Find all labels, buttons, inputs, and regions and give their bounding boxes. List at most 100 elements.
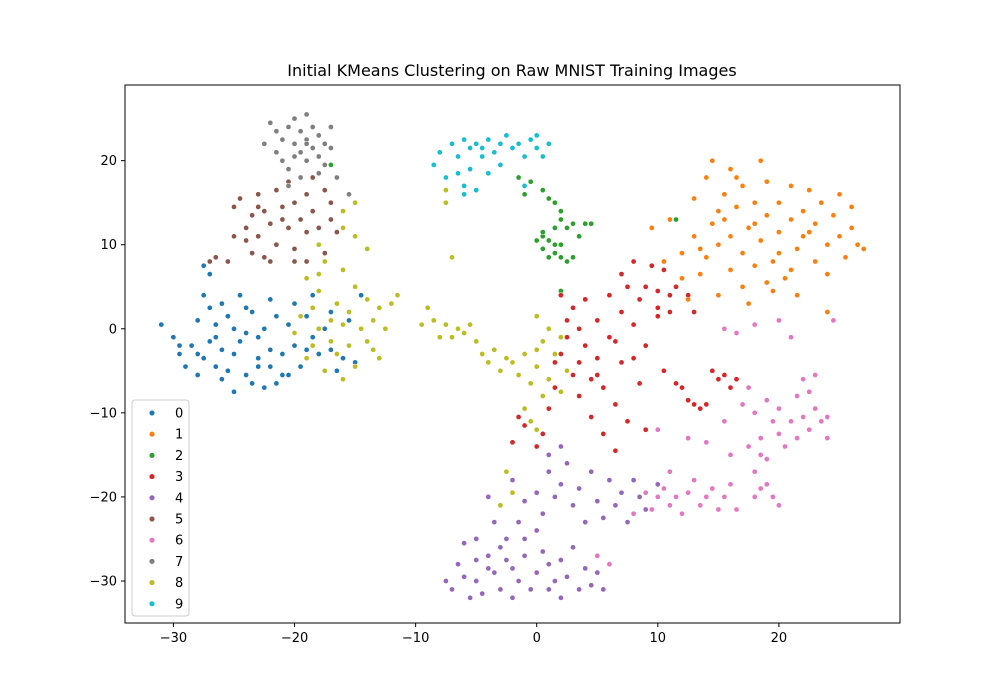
data-point-cluster-8 [364,338,371,345]
legend-label: 9 [175,597,183,612]
data-point-cluster-3 [642,426,649,433]
data-point-cluster-9 [461,191,467,198]
data-point-cluster-7 [291,115,298,122]
data-point-cluster-7 [321,162,328,168]
data-point-cluster-0 [225,313,231,320]
data-point-cluster-8 [539,393,546,399]
data-point-cluster-8 [303,355,310,362]
data-point-cluster-8 [533,313,540,320]
data-point-cluster-8 [497,367,504,374]
data-point-cluster-1 [751,262,758,269]
data-point-cluster-5 [255,233,262,240]
data-point-cluster-0 [279,372,286,378]
data-point-cluster-8 [521,351,528,357]
data-point-cluster-2 [328,162,334,168]
data-point-cluster-2 [564,225,570,231]
data-point-cluster-0 [249,309,255,315]
data-point-cluster-3 [624,418,631,425]
data-point-cluster-8 [491,346,498,353]
data-point-cluster-1 [782,275,788,282]
data-point-cluster-8 [455,325,461,332]
data-point-cluster-3 [642,283,649,290]
data-point-cluster-1 [806,229,813,235]
data-point-cluster-3 [515,414,522,420]
data-point-cluster-6 [654,426,661,433]
data-point-cluster-0 [206,271,213,277]
data-point-cluster-5 [273,187,280,193]
data-point-cluster-9 [521,183,528,189]
data-point-cluster-5 [309,208,316,214]
data-point-cluster-4 [564,573,570,580]
data-point-cluster-6 [606,561,613,568]
data-point-cluster-6 [739,401,746,408]
data-point-cluster-0 [279,351,286,357]
data-point-cluster-6 [830,317,837,324]
data-point-cluster-6 [751,468,758,475]
data-point-cluster-1 [739,250,746,256]
data-point-cluster-4 [521,498,528,504]
data-point-cluster-4 [533,569,540,576]
data-point-cluster-5 [255,191,262,198]
data-point-cluster-4 [576,485,582,492]
data-point-cluster-7 [261,140,268,147]
data-point-cluster-6 [673,494,679,500]
data-point-cluster-9 [533,145,540,151]
data-point-cluster-4 [533,489,540,496]
data-point-cluster-5 [249,250,255,256]
data-point-cluster-1 [691,233,697,240]
data-point-cluster-4 [539,548,546,555]
data-point-cluster-4 [485,552,492,559]
data-point-cluster-8 [533,426,540,433]
data-point-cluster-7 [273,128,280,135]
data-point-cluster-4 [503,536,510,542]
data-point-cluster-0 [261,384,268,391]
data-point-cluster-0 [267,363,274,370]
data-point-cluster-0 [303,346,310,353]
legend-label: 0 [175,407,183,422]
data-point-cluster-6 [770,418,776,425]
data-point-cluster-6 [776,317,782,324]
data-point-cluster-8 [334,351,340,357]
data-point-cluster-6 [721,418,728,425]
data-point-cluster-1 [776,250,782,256]
data-point-cluster-7 [309,124,316,130]
data-point-cluster-8 [545,325,552,332]
data-point-cluster-8 [552,351,558,357]
data-point-cluster-8 [358,325,364,332]
data-point-cluster-9 [515,140,522,147]
data-point-cluster-3 [612,338,619,345]
data-point-cluster-0 [273,380,280,387]
y-axis: −30 −20 −10 0 10 20 [90,154,125,589]
data-point-cluster-5 [279,216,286,223]
data-point-cluster-1 [667,216,673,223]
data-point-cluster-1 [703,254,710,261]
data-point-cluster-4 [588,582,595,589]
data-point-cluster-3 [533,443,540,450]
data-point-cluster-6 [806,388,813,395]
data-point-cluster-0 [194,351,201,357]
data-point-cluster-3 [685,397,691,404]
data-point-cluster-6 [594,552,601,559]
data-point-cluster-8 [321,258,328,265]
legend-marker [148,431,156,438]
data-point-cluster-0 [291,342,298,349]
data-point-cluster-6 [727,452,734,458]
data-point-cluster-4 [491,569,498,576]
data-point-cluster-7 [315,132,322,139]
legend-label: 7 [175,555,183,570]
y-tick-label: 10 [100,238,117,253]
data-point-cluster-4 [539,510,546,517]
data-point-cluster-1 [709,157,716,164]
data-point-cluster-7 [279,136,286,143]
data-point-cluster-7 [328,124,334,130]
data-point-cluster-6 [800,376,806,383]
data-point-cluster-3 [703,401,710,408]
data-point-cluster-1 [697,271,704,277]
data-point-cluster-5 [237,195,243,202]
data-point-cluster-5 [261,208,268,214]
data-point-cluster-3 [654,313,661,320]
data-point-cluster-3 [594,372,601,378]
data-point-cluster-1 [763,279,770,286]
data-point-cluster-3 [564,334,570,341]
data-point-cluster-3 [630,321,637,328]
